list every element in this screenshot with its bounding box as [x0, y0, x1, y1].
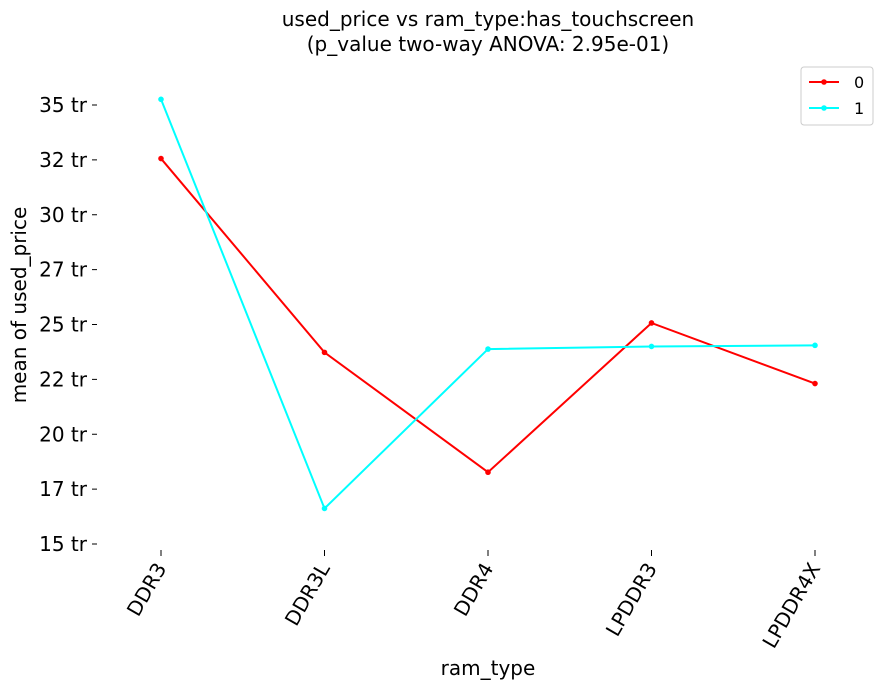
legend-marker-0	[821, 79, 827, 85]
series-0-point	[648, 320, 655, 326]
y-tick-label: 30 tr	[39, 203, 88, 227]
legend-label-0: 0	[854, 73, 864, 92]
y-axis: 15 tr 17 tr 20 tr 22 tr 25 tr 27 tr 30 tr 32 tr…	[39, 93, 97, 556]
x-axis: DDR3 DDR3L DDR4 LPDDR3 LPDDR4X	[122, 550, 825, 652]
x-axis-label: ram_type	[441, 656, 536, 680]
y-tick-label: 17 tr	[39, 477, 88, 501]
series-1-point	[485, 346, 491, 352]
legend-marker-1	[821, 105, 827, 111]
x-tick-label: LPDDR4X	[757, 558, 825, 652]
series-0-point	[485, 469, 491, 476]
y-tick-label: 25 tr	[39, 313, 88, 337]
x-tick-label: LPDDR3	[601, 559, 662, 641]
y-tick-label: 32 tr	[39, 148, 88, 172]
legend-label-1: 1	[854, 99, 864, 118]
series-0-point	[812, 380, 818, 387]
series-0-point	[158, 155, 164, 162]
x-tick-label: DDR4	[449, 559, 498, 621]
series-line-1	[160, 98, 816, 511]
series-line-0	[160, 157, 816, 474]
series-1-point	[158, 96, 164, 103]
legend: 01	[800, 66, 874, 126]
series-1-point	[812, 342, 818, 349]
chart-title-line1: used_price vs ram_type:has_touchscreen	[282, 7, 694, 31]
series-0-point	[321, 349, 328, 356]
x-tick-label: DDR3L	[280, 558, 335, 630]
series-1-point	[321, 505, 328, 512]
y-tick-label: 35 tr	[39, 93, 88, 117]
y-axis-label: mean of used_price	[7, 207, 31, 404]
y-tick-label: 22 tr	[39, 367, 88, 391]
y-tick-label: 20 tr	[39, 422, 88, 446]
series-layer	[158, 96, 818, 512]
chart-title-line2: (p_value two-way ANOVA: 2.95e-01)	[307, 32, 669, 56]
series-1-point	[648, 343, 655, 350]
y-tick-label: 15 tr	[39, 532, 88, 556]
y-tick-label: 27 tr	[39, 258, 88, 282]
x-tick-label: DDR3	[122, 559, 171, 621]
